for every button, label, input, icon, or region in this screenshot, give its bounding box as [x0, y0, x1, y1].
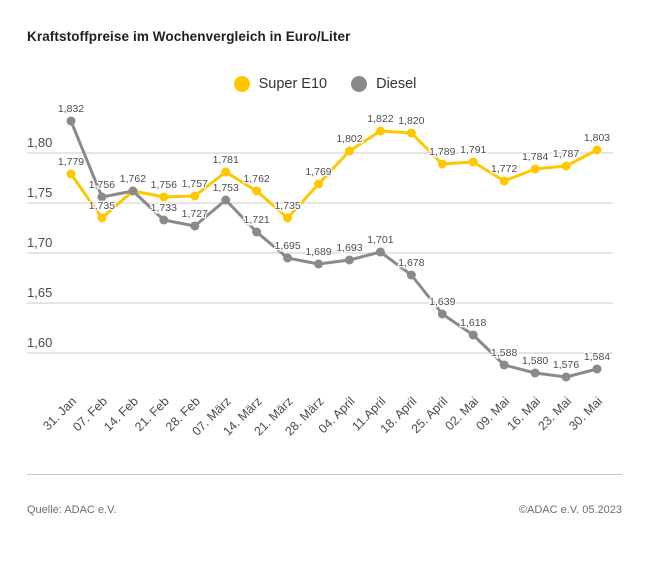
data-point: [221, 195, 231, 205]
data-point-label: 1,756: [151, 179, 177, 191]
data-point-label: 1,757: [182, 178, 208, 190]
data-point: [344, 146, 354, 156]
y-tick-label: 1,75: [27, 185, 52, 200]
legend-item-super-e10: Super E10: [233, 76, 328, 92]
data-point-label: 1,727: [182, 208, 208, 220]
y-tick-label: 1,60: [27, 335, 52, 350]
data-point: [468, 330, 478, 340]
legend-item-diesel: Diesel: [351, 76, 416, 92]
series-line-super-e10: [69, 129, 599, 220]
data-point-label: 1,784: [522, 151, 548, 163]
data-point: [283, 253, 293, 263]
data-point: [499, 360, 509, 370]
chart-legend: Super E10 Diesel: [0, 76, 650, 92]
data-point-label: 1,820: [398, 115, 424, 127]
data-point-label: 1,781: [213, 154, 239, 166]
page-title: Kraftstoffpreise im Wochenvergleich in E…: [27, 29, 351, 44]
data-point: [252, 186, 262, 196]
data-point: [592, 364, 602, 374]
data-point-label: 1,678: [398, 257, 424, 269]
data-point-label: 1,580: [522, 355, 548, 367]
data-point-label: 1,639: [429, 296, 455, 308]
data-point: [66, 169, 76, 179]
data-point: [66, 116, 76, 126]
data-point: [252, 227, 262, 237]
legend-label-super-e10: Super E10: [258, 76, 328, 92]
data-point-label: 1,822: [367, 113, 393, 125]
data-point-label: 1,753: [213, 182, 239, 194]
data-point-label: 1,584: [584, 351, 610, 363]
legend-label-diesel: Diesel: [376, 76, 417, 92]
data-point-label: 1,721: [244, 214, 270, 226]
data-point: [406, 128, 416, 138]
data-point: [437, 309, 447, 319]
diesel-dot-icon: [351, 76, 368, 92]
copyright-text: ©ADAC e.V. 05.2023: [518, 504, 622, 516]
data-point: [375, 247, 385, 257]
super-e10-dot-icon: [233, 76, 250, 92]
data-point: [190, 191, 200, 201]
data-point-label: 1,576: [553, 359, 579, 371]
data-point: [314, 259, 324, 269]
data-point-label: 1,789: [429, 146, 455, 158]
data-point: [128, 186, 138, 196]
source-text: Quelle: ADAC e.V.: [27, 504, 117, 516]
data-point: [159, 192, 169, 202]
data-point-label: 1,733: [151, 202, 177, 214]
series-line-diesel: [69, 119, 599, 379]
data-point-label: 1,832: [58, 103, 84, 115]
data-point: [530, 164, 540, 174]
data-point: [499, 176, 509, 186]
y-tick-label: 1,80: [27, 135, 52, 150]
data-point-label: 1,803: [584, 132, 610, 144]
footer-divider: [27, 474, 622, 475]
data-point: [344, 255, 354, 265]
data-point-label: 1,689: [305, 246, 331, 258]
data-point: [561, 372, 571, 382]
data-point-label: 1,762: [120, 173, 146, 185]
data-point-label: 1,735: [274, 200, 300, 212]
y-tick-label: 1,70: [27, 235, 52, 250]
data-point-label: 1,588: [491, 347, 517, 359]
data-point-label: 1,695: [274, 240, 300, 252]
data-point-label: 1,791: [460, 144, 486, 156]
x-tick-label: 02. Mai: [442, 394, 481, 433]
data-point: [97, 192, 107, 202]
data-point: [190, 221, 200, 231]
x-tick-label: 16. Mai: [504, 394, 543, 433]
footer: Quelle: ADAC e.V. ©ADAC e.V. 05.2023: [27, 504, 622, 516]
x-tick-label: 23. Mai: [535, 394, 574, 433]
data-point-label: 1,762: [244, 173, 270, 185]
data-point: [314, 179, 324, 189]
data-point: [375, 126, 385, 136]
x-tick-label: 30. Mai: [566, 394, 605, 433]
x-tick-label: 09. Mai: [473, 394, 512, 433]
data-point: [468, 157, 478, 167]
data-point: [437, 159, 447, 169]
data-point-label: 1,701: [367, 234, 393, 246]
data-point-label: 1,618: [460, 317, 486, 329]
data-point: [97, 213, 107, 223]
data-point-label: 1,769: [305, 166, 331, 178]
y-tick-label: 1,65: [27, 285, 52, 300]
data-point-label: 1,735: [89, 200, 115, 212]
data-point-label: 1,756: [89, 179, 115, 191]
data-point: [221, 167, 231, 177]
data-point-label: 1,772: [491, 163, 517, 175]
data-point: [159, 215, 169, 225]
data-point-label: 1,779: [58, 156, 84, 168]
data-point: [530, 368, 540, 378]
data-point-label: 1,787: [553, 148, 579, 160]
data-point: [592, 145, 602, 155]
data-point: [406, 270, 416, 280]
data-point: [561, 161, 571, 171]
data-point-label: 1,802: [336, 133, 362, 145]
data-point: [283, 213, 293, 223]
data-point-label: 1,693: [336, 242, 362, 254]
